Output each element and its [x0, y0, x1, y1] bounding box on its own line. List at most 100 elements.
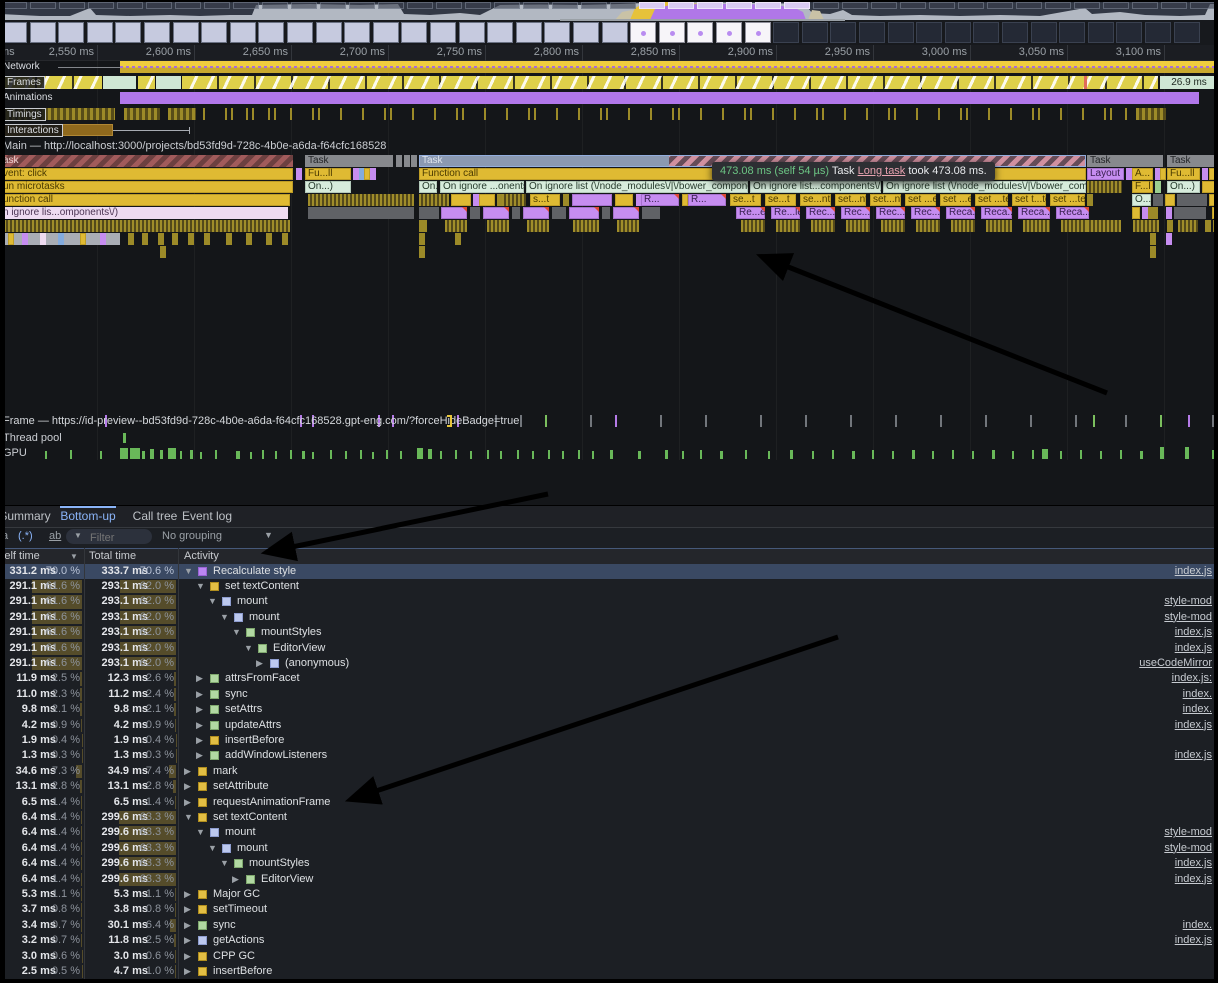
flame-bar[interactable] [569, 207, 599, 219]
track-interactions[interactable]: Interactions [0, 123, 1218, 137]
flame-bar[interactable]: On ignore list (\/node_modules\/|\/bower… [883, 181, 1086, 193]
expand-icon[interactable]: ▶ [196, 719, 203, 730]
table-row[interactable]: 5.3 ms 1.1 % 5.3 ms 1.1 % ▶ Major GC [0, 887, 1218, 902]
activity-label[interactable]: updateAttrs [225, 718, 282, 731]
track-timings[interactable]: Timings [0, 107, 1218, 121]
flame-bar[interactable] [188, 233, 194, 245]
activity-label[interactable]: attrsFromFacet [225, 672, 300, 685]
flame-bar[interactable] [1174, 207, 1206, 219]
screenshot-thumbnail[interactable] [1173, 22, 1200, 43]
flame-bar[interactable] [1205, 220, 1211, 232]
flame-bar[interactable]: Fu...ll [1167, 168, 1200, 180]
collapse-icon[interactable]: ▼ [184, 811, 193, 822]
activity-label[interactable]: mountStyles [249, 857, 310, 870]
expand-icon[interactable]: ▶ [196, 673, 203, 684]
table-row[interactable]: 1.9 ms 0.4 % 1.9 ms 0.4 % ▶ insertBefore [0, 733, 1218, 748]
flame-bar[interactable] [986, 220, 1012, 232]
activity-label[interactable]: mount [237, 595, 268, 608]
animation-bar[interactable] [120, 92, 1199, 104]
source-link[interactable]: index.js [1174, 872, 1212, 885]
flame-bar[interactable] [776, 220, 800, 232]
flame-bar[interactable]: On...) [1167, 181, 1200, 193]
flame-bar[interactable]: set ...tent [1050, 194, 1085, 206]
activity-label[interactable]: EditorView [261, 872, 314, 885]
screenshot-thumbnail[interactable] [144, 22, 170, 43]
collapse-icon[interactable]: ▼ [208, 596, 217, 607]
source-link[interactable]: style-mod [1164, 595, 1212, 608]
flame-bar[interactable]: Reca...yle [981, 207, 1012, 219]
flame-bar[interactable] [483, 207, 509, 219]
flame-bar[interactable] [1150, 233, 1156, 245]
flame-bar[interactable] [128, 233, 134, 245]
flame-bar[interactable] [473, 194, 479, 206]
flame-bar[interactable]: On...) [305, 181, 351, 193]
flame-bar[interactable] [455, 233, 461, 245]
flame-bar[interactable]: Reca...tyle [1018, 207, 1050, 219]
flame-bar[interactable] [811, 220, 835, 232]
screenshot-thumbnail[interactable] [1002, 22, 1028, 43]
screenshot-thumbnail[interactable] [401, 22, 428, 43]
expand-icon[interactable]: ▶ [196, 688, 203, 699]
expand-icon[interactable]: ▶ [196, 734, 203, 745]
screenshot-thumbnail[interactable] [372, 22, 399, 43]
table-row[interactable]: 3.7 ms 0.8 % 3.8 ms 0.8 % ▶ setTimeout [0, 902, 1218, 917]
screenshot-thumbnail[interactable] [430, 22, 456, 43]
screenshot-thumbnail[interactable] [830, 22, 857, 43]
flame-bar[interactable] [1132, 207, 1140, 219]
activity-label[interactable]: setTimeout [213, 903, 268, 916]
regex-icon[interactable]: (.*) [18, 530, 33, 542]
collapse-icon[interactable]: ▼ [208, 842, 217, 853]
flame-bar[interactable] [512, 207, 520, 219]
flame-bar[interactable] [40, 233, 46, 245]
tab-summary[interactable]: Summary [0, 509, 51, 523]
flame-bar[interactable] [1178, 220, 1198, 232]
sort-descending-icon[interactable]: ▼ [70, 552, 78, 561]
expand-icon[interactable]: ▶ [232, 873, 239, 884]
flame-bar[interactable] [502, 194, 526, 206]
screenshot-thumbnail[interactable] [115, 22, 142, 43]
screenshot-thumbnail[interactable] [1087, 22, 1114, 43]
flame-bar[interactable] [142, 233, 148, 245]
collapse-icon[interactable]: ▼ [220, 858, 229, 869]
long-task-link[interactable]: Long task [857, 165, 906, 177]
flame-bar[interactable]: Task [305, 155, 393, 167]
expand-icon[interactable]: ▶ [184, 904, 191, 915]
screenshot-thumbnail[interactable] [258, 22, 285, 43]
activity-label[interactable]: set textContent [225, 579, 299, 592]
expand-icon[interactable]: ▶ [184, 765, 191, 776]
flame-bar[interactable] [470, 207, 480, 219]
activity-label[interactable]: EditorView [273, 641, 326, 654]
collapse-icon[interactable]: ▼ [244, 642, 253, 653]
filter-input[interactable] [88, 529, 150, 546]
table-row[interactable]: 11.0 ms 2.3 % 11.2 ms 2.4 % ▶ sync index. [0, 687, 1218, 702]
flame-bar[interactable] [572, 194, 612, 206]
flame-bar[interactable] [364, 168, 370, 180]
collapse-icon[interactable]: ▼ [220, 611, 229, 622]
flame-bar[interactable] [602, 207, 610, 219]
flame-bar[interactable]: Layout [1087, 168, 1124, 180]
track-gpu[interactable]: GPU [0, 446, 1218, 461]
activity-label[interactable]: (anonymous) [285, 656, 350, 669]
flame-bar[interactable]: Rec...le [806, 207, 835, 219]
activity-label[interactable]: set textContent [213, 810, 287, 823]
flame-bar[interactable]: On...) [419, 181, 437, 193]
activity-label[interactable]: Major GC [213, 887, 261, 900]
flame-bar[interactable] [846, 220, 870, 232]
flame-bar[interactable] [100, 233, 106, 245]
screenshot-thumbnail[interactable] [315, 22, 342, 43]
flame-bar[interactable]: On ignore list (\/node_modules\/|\/bower… [526, 181, 748, 193]
source-link[interactable]: index.js [1174, 641, 1212, 654]
flame-bar[interactable] [1087, 194, 1093, 206]
table-row[interactable]: 13.1 ms 2.8 % 13.1 ms 2.8 % ▶ setAttribute [0, 779, 1218, 794]
activity-label[interactable]: sync [213, 918, 236, 931]
grouping-select[interactable]: No grouping [162, 530, 222, 542]
flame-bar[interactable] [246, 233, 252, 245]
flame-bar[interactable] [1166, 233, 1172, 245]
flame-bar[interactable] [419, 207, 439, 219]
flame-bar[interactable] [1142, 207, 1148, 219]
flame-bar[interactable] [8, 233, 14, 245]
expand-icon[interactable]: ▶ [184, 950, 191, 961]
expand-icon[interactable]: ▶ [184, 919, 191, 930]
screenshot-thumbnail[interactable] [287, 22, 313, 43]
flame-bar[interactable] [951, 220, 975, 232]
